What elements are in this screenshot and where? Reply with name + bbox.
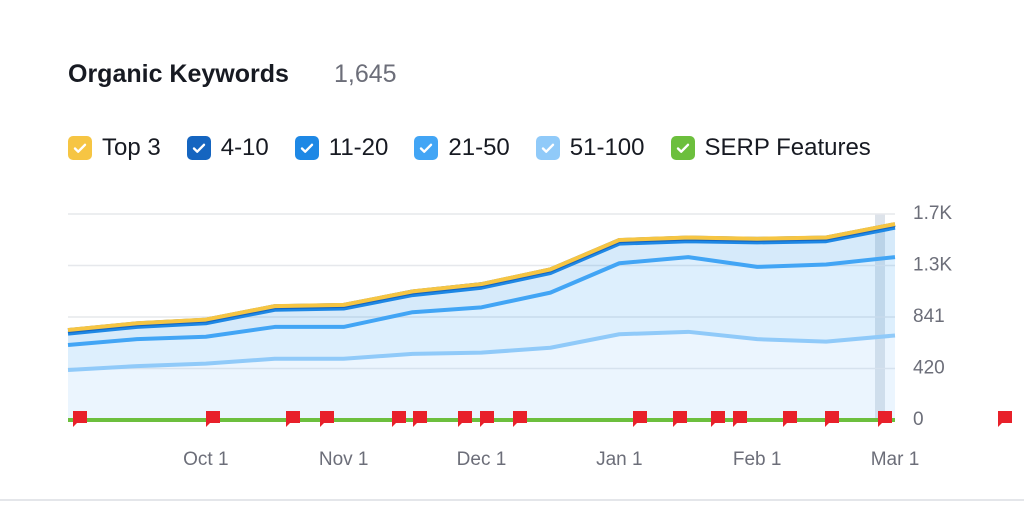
event-flag — [392, 411, 406, 427]
legend-label: 21-50 — [448, 134, 510, 161]
area-band — [68, 331, 895, 420]
event-flag — [513, 411, 527, 427]
event-flag — [633, 411, 647, 427]
legend-item[interactable]: 51-100 — [535, 134, 645, 162]
event-flag — [413, 411, 427, 427]
check — [73, 143, 87, 153]
legend-label: SERP Features — [704, 134, 871, 161]
legend-label: 4-10 — [220, 134, 269, 161]
event-flag — [320, 411, 334, 427]
x-tick-label: Jan 1 — [596, 449, 642, 470]
event-flag — [286, 411, 300, 427]
event-flag — [673, 411, 687, 427]
event-flag — [458, 411, 472, 427]
legend-checkbox[interactable] — [670, 136, 695, 160]
series-line — [67, 222, 896, 332]
legend-item[interactable]: Top 3 — [68, 134, 161, 162]
legend-label: Top 3 — [102, 134, 161, 161]
event-flag — [998, 411, 1012, 427]
x-tick-label: Mar 1 — [871, 449, 920, 470]
check — [300, 143, 313, 153]
event-flag — [480, 411, 494, 427]
event-flag — [73, 411, 87, 427]
legend-label: 11-20 — [328, 134, 389, 161]
legend: Top 3 4-10 11-20 21-50 51-100 SERP Features — [68, 134, 871, 162]
title: Organic Keywords — [68, 60, 289, 88]
series-line — [67, 225, 896, 336]
series-line — [67, 255, 896, 348]
series-line — [67, 329, 896, 373]
legend-label: 51-100 — [569, 134, 645, 161]
y-tick-label: 1.3K — [913, 255, 952, 276]
y-tick-label: 420 — [913, 358, 945, 379]
legend-item[interactable]: 11-20 — [294, 134, 389, 162]
event-flag — [878, 411, 892, 427]
x-tick-label: Dec 1 — [457, 449, 507, 470]
event-flag — [206, 411, 220, 427]
event-flag — [711, 411, 725, 427]
legend-checkbox[interactable] — [68, 136, 92, 160]
legend-item[interactable]: 21-50 — [414, 134, 510, 162]
legend-item[interactable]: 4-10 — [186, 134, 269, 162]
y-tick-label: 841 — [913, 306, 945, 327]
x-tick-label: Feb 1 — [733, 449, 782, 470]
check — [541, 143, 554, 153]
check — [420, 143, 433, 153]
event-flag — [825, 411, 839, 427]
legend-checkbox[interactable] — [186, 136, 211, 160]
event-flag — [733, 411, 747, 427]
check — [676, 143, 689, 153]
legend-checkbox[interactable] — [414, 136, 439, 160]
event-flag — [783, 411, 797, 427]
area-band — [68, 257, 895, 371]
legend-checkbox[interactable] — [535, 136, 560, 160]
total-count: 1,645 — [334, 60, 397, 88]
x-tick-label: Oct 1 — [183, 449, 228, 470]
legend-item[interactable]: SERP Features — [670, 134, 871, 162]
y-tick-label: 1.7K — [913, 203, 952, 224]
legend-checkbox[interactable] — [294, 136, 319, 160]
check — [192, 143, 205, 153]
x-tick-label: Nov 1 — [319, 449, 369, 470]
y-tick-label: 0 — [913, 409, 924, 430]
